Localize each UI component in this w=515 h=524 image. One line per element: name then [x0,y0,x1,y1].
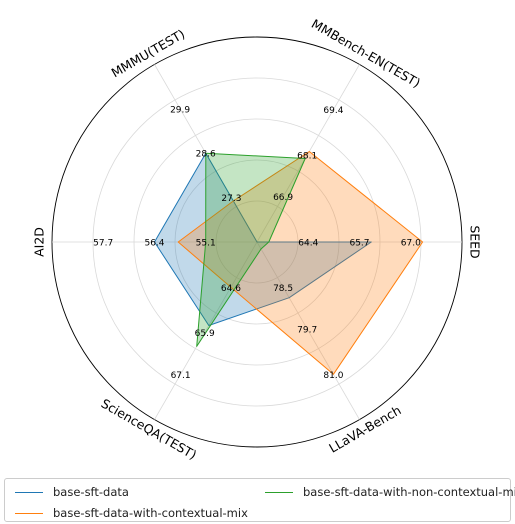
legend-item-base-sft-data: base-sft-data [15,485,129,499]
axis-label: MMBench-EN(TEST) [309,16,423,91]
legend-label: base-sft-data [53,485,129,499]
tick-label: 55.1 [196,239,216,249]
tick-label: 29.9 [170,105,190,115]
legend-swatch [15,512,43,514]
tick-label: 64.6 [221,284,241,294]
tick-label: 79.7 [297,326,317,336]
series-layer [154,151,424,375]
tick-label: 67.1 [171,371,191,381]
legend-swatch [265,491,293,493]
tick-label: 27.3 [221,194,241,204]
tick-label: 65.9 [195,329,215,339]
tick-label: 78.5 [273,284,293,294]
tick-label: 67.0 [401,239,421,249]
grid-spoke [256,241,360,420]
tick-label: 65.7 [349,239,369,249]
axis-label: LLaVA-Bench [326,402,403,455]
series-polygon-2 [196,152,306,347]
radar-chart: 64.4 65.7 67.0 66.9 68.1 69.4 27.3 28.6 29.9 55.1… [32,16,483,463]
tick-label: 66.9 [273,193,293,203]
series-polygon-1 [177,151,424,375]
series-polygon-0 [154,152,372,326]
legend: base-sft-data base-sft-data-with-context… [4,478,515,522]
legend-item-non-contextual-mix: base-sft-data-with-non-contextual-mix [265,485,515,499]
axis-label: SEED [468,225,483,258]
axis-label: MMMU(TEST) [109,26,188,80]
axis-label: ScienceQA(TEST) [99,396,200,463]
tick-label: 57.7 [93,239,113,249]
legend-item-contextual-mix: base-sft-data-with-contextual-mix [15,506,248,520]
tick-label: 68.1 [297,152,317,162]
legend-label: base-sft-data-with-non-contextual-mix [303,485,515,499]
tick-labels: 64.4 65.7 67.0 66.9 68.1 69.4 27.3 28.6 29.9 55.1… [93,105,421,381]
grid-spoke [154,241,258,420]
legend-swatch [15,491,43,493]
tick-label: 64.4 [298,239,318,249]
legend-label: base-sft-data-with-contextual-mix [53,506,248,520]
axis-label: AI2D [32,227,47,257]
tick-label: 69.4 [323,106,343,116]
grid-spoke [256,64,360,243]
tick-label: 81.0 [323,371,343,381]
tick-label: 28.6 [196,150,216,160]
tick-label: 56.4 [144,239,164,249]
